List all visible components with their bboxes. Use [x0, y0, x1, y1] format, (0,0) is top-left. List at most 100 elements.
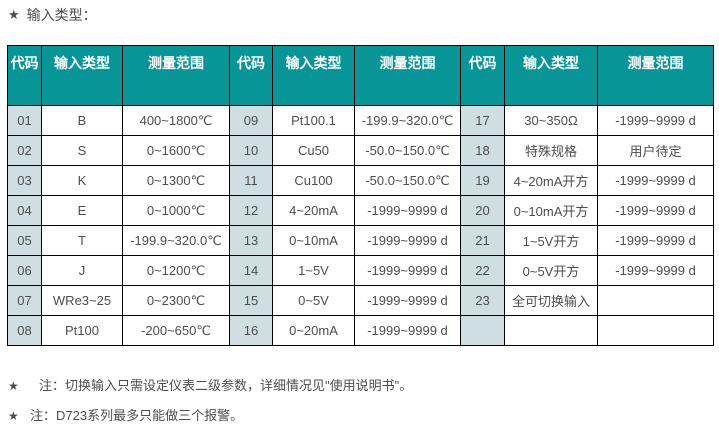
input-type-cell: 1~5V	[272, 255, 355, 286]
code-cell: 12	[229, 195, 273, 226]
range-cell: -1999~9999 d	[354, 315, 461, 346]
code-cell: 17	[460, 105, 505, 136]
header-code-2: 代码	[229, 45, 273, 106]
range-cell: -200~650℃	[122, 315, 230, 346]
table-row: 03 K 0~1300℃ 11 Cu100 -50.0~150.0℃ 19 4~20mA开方 -…	[7, 165, 714, 196]
input-type-cell: 0~10mA开方	[504, 195, 598, 226]
page-title-label: 输入类型：	[26, 7, 97, 23]
header-range-1: 测量范围	[122, 45, 230, 106]
input-type-cell	[504, 315, 598, 346]
range-cell: -1999~9999 d	[597, 195, 714, 226]
range-cell: -1999~9999 d	[354, 225, 461, 256]
code-cell: 21	[460, 225, 505, 256]
header-code-1: 代码	[7, 45, 42, 106]
code-cell: 20	[460, 195, 505, 226]
range-cell: -1999~9999 d	[597, 165, 714, 196]
code-cell: 19	[460, 165, 505, 196]
range-cell: -1999~9999 d	[354, 195, 461, 226]
code-cell: 04	[7, 195, 42, 226]
header-type-2: 输入类型	[272, 45, 355, 106]
range-cell: 0~1300℃	[122, 165, 230, 196]
range-cell	[597, 285, 714, 316]
input-type-cell: B	[41, 105, 123, 136]
input-type-cell: Pt100	[41, 315, 123, 346]
table-header: 代码 输入类型 测量范围 代码 输入类型 测量范围 代码 输入类型 测量范围	[7, 45, 714, 106]
code-cell: 18	[460, 135, 505, 166]
code-cell: 23	[460, 285, 505, 316]
code-cell: 10	[229, 135, 273, 166]
star-icon: ★	[8, 409, 19, 423]
range-cell: -199.9~320.0℃	[354, 105, 461, 136]
table-row: 04 E 0~1000℃ 12 4~20mA -1999~9999 d 20 0~10mA开方…	[7, 195, 714, 226]
notes: ★ 注：切换输入只需设定仪表二级参数，详细情况见"使用说明书"。 ★ 注：D72…	[8, 377, 412, 435]
input-type-cell: J	[41, 255, 123, 286]
table-body: 01 B 400~1800℃ 09 Pt100.1 -199.9~320.0℃ 17 30~3…	[7, 105, 714, 346]
table-row: 08 Pt100 -200~650℃ 16 0~20mA -1999~9999 d	[7, 315, 714, 346]
input-type-cell: 0~20mA	[272, 315, 355, 346]
header-range-3: 测量范围	[597, 45, 714, 106]
input-type-cell: 特殊规格	[504, 135, 598, 166]
range-cell: -50.0~150.0℃	[354, 165, 461, 196]
range-cell: 400~1800℃	[122, 105, 230, 136]
range-cell: -1999~9999 d	[354, 285, 461, 316]
table-row: 02 S 0~1600℃ 10 Cu50 -50.0~150.0℃ 18 特殊规格 用户待定	[7, 135, 714, 166]
range-cell: 0~1600℃	[122, 135, 230, 166]
code-cell: 15	[229, 285, 273, 316]
range-cell: 0~1200℃	[122, 255, 230, 286]
input-type-cell: Pt100.1	[272, 105, 355, 136]
input-type-cell: 0~5V开方	[504, 255, 598, 286]
input-type-cell: 0~10mA	[272, 225, 355, 256]
code-cell: 05	[7, 225, 42, 256]
range-cell: -50.0~150.0℃	[354, 135, 461, 166]
header-type-3: 输入类型	[504, 45, 598, 106]
table-row: 06 J 0~1200℃ 14 1~5V -1999~9999 d 22 0~5V开方 -199…	[7, 255, 714, 286]
input-type-cell: 0~5V	[272, 285, 355, 316]
note-text: 注：D723系列最多只能做三个报警。	[30, 408, 244, 423]
range-cell: 0~1000℃	[122, 195, 230, 226]
code-cell: 08	[7, 315, 42, 346]
code-cell: 16	[229, 315, 273, 346]
range-cell: -199.9~320.0℃	[122, 225, 230, 256]
table-row: 05 T -199.9~320.0℃ 13 0~10mA -1999~9999 d 21 1~…	[7, 225, 714, 256]
note-line: ★ 注：切换输入只需设定仪表二级参数，详细情况见"使用说明书"。	[8, 377, 412, 395]
input-type-cell: 4~20mA	[272, 195, 355, 226]
input-type-cell: Cu50	[272, 135, 355, 166]
input-type-table: 代码 输入类型 测量范围 代码 输入类型 测量范围 代码 输入类型 测量范围 0…	[7, 45, 714, 346]
note-line: ★ 注：D723系列最多只能做三个报警。	[8, 407, 412, 425]
code-cell: 01	[7, 105, 42, 136]
note-text: 注：切换输入只需设定仪表二级参数，详细情况见"使用说明书"。	[39, 378, 413, 393]
code-cell: 07	[7, 285, 42, 316]
code-cell: 06	[7, 255, 42, 286]
range-cell: -1999~9999 d	[597, 105, 714, 136]
input-type-cell: T	[41, 225, 123, 256]
star-icon: ★	[8, 379, 19, 393]
code-cell	[460, 315, 505, 346]
code-cell: 14	[229, 255, 273, 286]
input-type-cell: WRe3~25	[41, 285, 123, 316]
input-type-cell: 全可切换输入	[504, 285, 598, 316]
input-type-cell: E	[41, 195, 123, 226]
header-row: 代码 输入类型 测量范围 代码 输入类型 测量范围 代码 输入类型 测量范围	[7, 45, 714, 106]
range-cell	[597, 315, 714, 346]
range-cell: -1999~9999 d	[597, 225, 714, 256]
table-row: 01 B 400~1800℃ 09 Pt100.1 -199.9~320.0℃ 17 30~3…	[7, 105, 714, 136]
header-type-1: 输入类型	[41, 45, 123, 106]
input-type-cell: 1~5V开方	[504, 225, 598, 256]
code-cell: 03	[7, 165, 42, 196]
input-type-cell: S	[41, 135, 123, 166]
input-type-cell: 30~350Ω	[504, 105, 598, 136]
code-cell: 22	[460, 255, 505, 286]
page-title: ★ 输入类型：	[8, 5, 97, 25]
star-icon: ★	[8, 7, 20, 22]
table-row: 07 WRe3~25 0~2300℃ 15 0~5V -1999~9999 d 23 全可切换…	[7, 285, 714, 316]
input-type-cell: 4~20mA开方	[504, 165, 598, 196]
code-cell: 02	[7, 135, 42, 166]
range-cell: -1999~9999 d	[354, 255, 461, 286]
range-cell: 用户待定	[597, 135, 714, 166]
input-type-cell: Cu100	[272, 165, 355, 196]
input-type-cell: K	[41, 165, 123, 196]
code-cell: 13	[229, 225, 273, 256]
code-cell: 09	[229, 105, 273, 136]
range-cell: -1999~9999 d	[597, 255, 714, 286]
